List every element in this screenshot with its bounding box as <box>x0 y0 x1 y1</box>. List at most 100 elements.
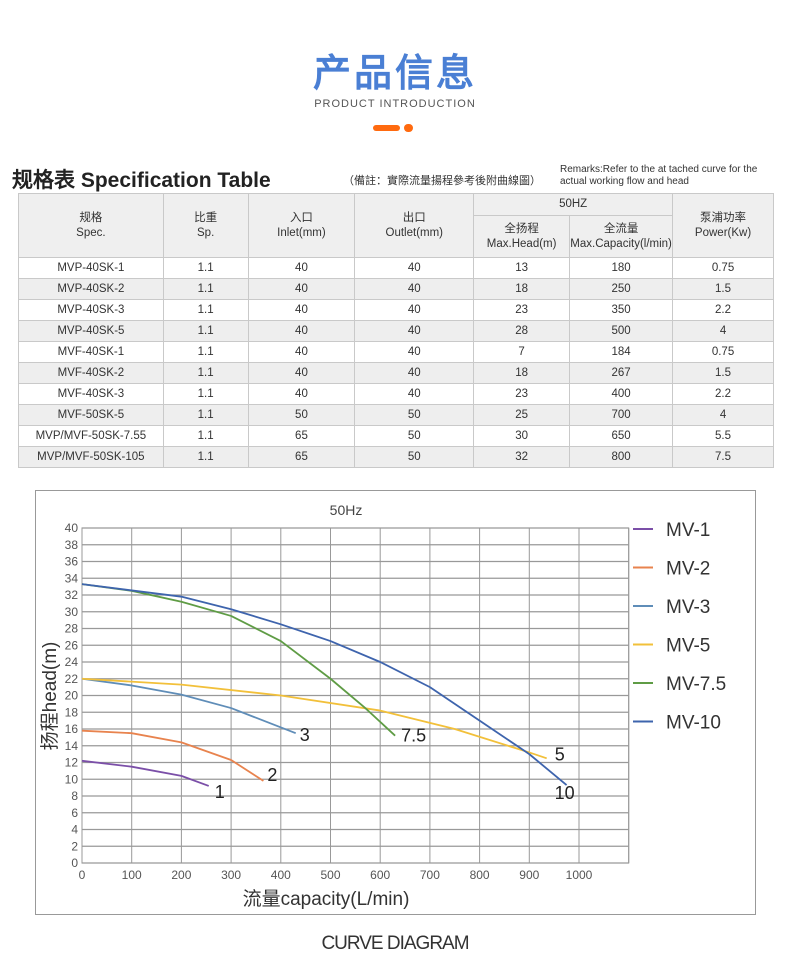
y-tick-label: 28 <box>65 622 79 636</box>
col-header-sp: 比重 Sp. <box>162 193 249 258</box>
table-cell: 350 <box>569 299 674 321</box>
x-tick-label: 400 <box>271 868 291 882</box>
table-row: MVF-40SK-3 1.1 40 40 23 400 2.2 <box>18 383 774 405</box>
legend-label: MV-2 <box>666 559 710 580</box>
y-tick-label: 36 <box>65 555 79 569</box>
table-cell: 40 <box>247 278 356 300</box>
x-tick-label: 800 <box>470 868 490 882</box>
table-cell: 40 <box>247 362 356 384</box>
table-cell: MVF-50SK-5 <box>18 404 164 426</box>
chart-title: 50Hz <box>330 502 363 518</box>
legend-label: MV-3 <box>666 597 710 618</box>
series-end-label: 10 <box>555 783 575 803</box>
y-tick-label: 16 <box>65 722 79 736</box>
y-tick-label: 2 <box>71 839 78 853</box>
table-cell: 28 <box>473 320 571 342</box>
table-cell: 65 <box>247 446 356 468</box>
x-tick-label: 0 <box>79 868 86 882</box>
table-cell: MVF-40SK-1 <box>18 341 164 363</box>
table-row: MVP/MVF-50SK-105 1.1 65 50 32 800 7.5 <box>18 446 774 468</box>
table-cell: 184 <box>569 341 674 363</box>
table-cell: 40 <box>354 320 475 342</box>
y-tick-label: 4 <box>71 823 78 837</box>
table-cell: 18 <box>473 278 571 300</box>
curve-diagram-title: CURVE DIAGRAM <box>321 933 469 954</box>
table-cell: 650 <box>569 425 674 447</box>
x-tick-label: 300 <box>221 868 241 882</box>
table-cell: 50 <box>354 446 475 468</box>
table-cell: MVF-40SK-3 <box>18 383 164 405</box>
legend-label: MV-7.5 <box>666 674 726 695</box>
col-header-50hz: 50HZ <box>473 193 674 216</box>
series-line-mv-2 <box>81 729 264 782</box>
y-tick-label: 0 <box>71 856 78 870</box>
table-cell: 1.1 <box>162 341 249 363</box>
table-cell: 1.1 <box>162 299 249 321</box>
legend-label: MV-10 <box>666 713 721 734</box>
table-cell: 32 <box>473 446 571 468</box>
y-tick-label: 20 <box>65 689 79 703</box>
table-row: MVF-40SK-2 1.1 40 40 18 267 1.5 <box>18 362 774 384</box>
table-cell: MVP-40SK-1 <box>18 257 164 279</box>
table-cell: 180 <box>569 257 674 279</box>
table-cell: 250 <box>569 278 674 300</box>
spec-table: 规格 Spec. 比重 Sp. 入口 Inlet(mm) 出口 Outlet(mm) 5… <box>18 193 774 468</box>
table-cell: 1.1 <box>162 278 249 300</box>
table-row: MVP-40SK-2 1.1 40 40 18 250 1.5 <box>18 278 774 300</box>
y-tick-label: 8 <box>71 789 78 803</box>
table-cell: 4 <box>672 320 774 342</box>
table-cell: 40 <box>247 383 356 405</box>
curve-chart-svg: 0 100 200 300 400 500 600 700 800 900 100002468101… <box>39 502 726 910</box>
series-line-mv-1 <box>81 759 210 787</box>
series-end-label: 7.5 <box>401 726 426 746</box>
table-cell: 1.1 <box>162 362 249 384</box>
y-tick-label: 32 <box>65 588 79 602</box>
y-tick-label: 26 <box>65 638 79 652</box>
legend-label: MV-1 <box>666 520 710 541</box>
decor-dash <box>373 125 400 131</box>
x-tick-label: 200 <box>171 868 191 882</box>
series-line-mv-7.5 <box>81 583 396 737</box>
x-tick-label: 900 <box>519 868 539 882</box>
y-tick-label: 6 <box>71 806 78 820</box>
x-tick-label: 600 <box>370 868 390 882</box>
col-header-spec: 规格 Spec. <box>18 193 164 258</box>
table-cell: 40 <box>247 320 356 342</box>
x-tick-label: 700 <box>420 868 440 882</box>
table-cell: 50 <box>354 404 475 426</box>
table-row: MVP-40SK-1 1.1 40 40 13 180 0.75 <box>18 257 774 279</box>
table-cell: 13 <box>473 257 571 279</box>
series-end-label: 3 <box>300 725 310 745</box>
series-line-mv-3 <box>81 677 297 735</box>
x-tick-label: 1000 <box>566 868 593 882</box>
series-end-label: 5 <box>555 744 565 764</box>
table-row: MVF-50SK-5 1.1 50 50 25 700 4 <box>18 404 774 426</box>
spec-note-cn: （備註：實際流量揚程參考後附曲線圖） <box>343 175 541 187</box>
table-cell: 40 <box>247 257 356 279</box>
table-cell: MVP/MVF-50SK-105 <box>18 446 164 468</box>
table-cell: 7.5 <box>672 446 774 468</box>
table-cell: 1.5 <box>672 278 774 300</box>
table-cell: 50 <box>354 425 475 447</box>
table-cell: 1.1 <box>162 446 249 468</box>
x-axis-label: 流量capacity(L/min) <box>243 888 410 910</box>
col-header-head: 全扬程 Max.Head(m) <box>473 215 571 258</box>
y-tick-label: 24 <box>65 655 79 669</box>
table-row: MVP-40SK-3 1.1 40 40 23 350 2.2 <box>18 299 774 321</box>
page-subtitle: PRODUCT INTRODUCTION <box>314 98 476 110</box>
table-cell: 1.1 <box>162 257 249 279</box>
table-cell: 40 <box>354 362 475 384</box>
table-cell: MVP/MVF-50SK-7.55 <box>18 425 164 447</box>
table-cell: MVP-40SK-2 <box>18 278 164 300</box>
table-cell: 40 <box>354 383 475 405</box>
legend-label: MV-5 <box>666 636 710 657</box>
table-cell: 30 <box>473 425 571 447</box>
table-cell: 0.75 <box>672 257 774 279</box>
table-cell: 40 <box>354 278 475 300</box>
table-cell: 1.5 <box>672 362 774 384</box>
table-cell: 18 <box>473 362 571 384</box>
y-axis-label: 扬程head(m) <box>39 642 61 751</box>
y-tick-label: 30 <box>65 605 79 619</box>
spec-note-en: Remarks:Refer to the at tached curve for… <box>560 164 758 187</box>
table-cell: 23 <box>473 299 571 321</box>
